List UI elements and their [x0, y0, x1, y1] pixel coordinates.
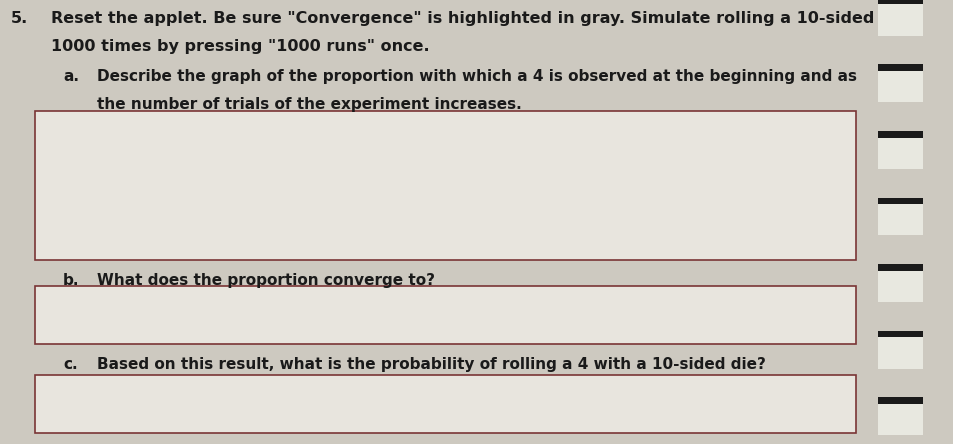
Text: a.: a. [63, 69, 79, 84]
Text: 1000 times by pressing "1000 runs" once.: 1000 times by pressing "1000 runs" once. [51, 39, 429, 54]
FancyBboxPatch shape [35, 111, 855, 260]
Bar [877, 404, 923, 435]
Text: 5.: 5. [10, 11, 28, 26]
Text: c.: c. [63, 357, 78, 373]
FancyBboxPatch shape [35, 286, 855, 344]
Text: Describe the graph of the proportion with which a 4 is observed at the beginning: Describe the graph of the proportion wit… [96, 69, 856, 84]
Bar [877, 264, 923, 271]
Bar [877, 271, 923, 302]
Text: What does the proportion converge to?: What does the proportion converge to? [96, 273, 434, 288]
Bar [877, 198, 923, 204]
Text: Based on this result, what is the probability of rolling a 4 with a 10-sided die: Based on this result, what is the probab… [96, 357, 764, 373]
Bar [877, 397, 923, 404]
Bar [877, 4, 923, 36]
Bar [877, 331, 923, 337]
Bar [877, 204, 923, 235]
Bar [877, 337, 923, 369]
Text: the number of trials of the experiment increases.: the number of trials of the experiment i… [96, 97, 520, 112]
Bar [877, 0, 923, 4]
Bar [877, 131, 923, 138]
Text: b.: b. [63, 273, 80, 288]
Bar [877, 138, 923, 169]
Bar [877, 71, 923, 102]
Bar [877, 64, 923, 71]
FancyBboxPatch shape [35, 375, 855, 433]
Text: Reset the applet. Be sure "Convergence" is highlighted in gray. Simulate rolling: Reset the applet. Be sure "Convergence" … [51, 11, 907, 26]
